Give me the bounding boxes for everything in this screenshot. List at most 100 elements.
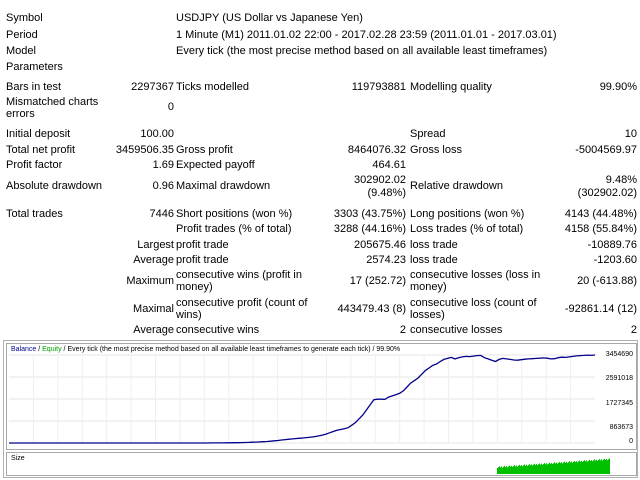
size-bar xyxy=(589,459,590,474)
model-label: Model xyxy=(6,45,36,57)
size-bar xyxy=(551,462,552,474)
size-bar xyxy=(593,460,594,474)
size-bar xyxy=(579,460,580,474)
model-value: Every tick (the most precise method base… xyxy=(176,45,548,57)
maximal-profit-value: 443479.43 (8) xyxy=(337,303,407,315)
max-cons-wins-label: consecutive wins (profit in money) xyxy=(176,269,302,293)
net-profit-label: Total net profit xyxy=(6,144,76,156)
expected-payoff-value: 464.61 xyxy=(372,159,406,171)
period-value: 1 Minute (M1) 2011.01.02 22:00 - 2017.02… xyxy=(176,29,557,41)
largest-label: Largest xyxy=(137,239,174,251)
size-label: Size xyxy=(11,455,25,462)
expected-payoff-label: Expected payoff xyxy=(176,159,255,171)
average-profit-label: profit trade xyxy=(176,254,229,266)
maximal-loss-label: consecutive loss (count of losses) xyxy=(410,297,537,321)
size-bar xyxy=(601,459,602,474)
size-bar xyxy=(546,463,547,474)
size-bar xyxy=(538,464,539,474)
y-tick-label: 2591018 xyxy=(605,375,633,382)
long-positions-label: Long positions (won %) xyxy=(410,208,525,220)
size-bar xyxy=(542,464,543,474)
chart-description: / Every tick (the most precise method ba… xyxy=(61,346,401,353)
size-bar xyxy=(605,459,606,474)
size-panel: Size xyxy=(6,452,637,476)
maximum-label: Maximum xyxy=(126,275,174,287)
size-bar xyxy=(507,467,508,474)
size-bar xyxy=(518,465,519,474)
size-bar xyxy=(588,460,589,474)
size-bar xyxy=(599,459,600,474)
size-bar xyxy=(509,465,510,474)
size-svg xyxy=(497,458,610,474)
size-bar xyxy=(596,459,597,474)
size-bar xyxy=(556,462,557,474)
abs-drawdown-value: 0.96 xyxy=(152,180,174,192)
short-positions-label: Short positions (won %) xyxy=(176,208,293,220)
size-bar xyxy=(534,463,535,474)
size-bar xyxy=(586,460,587,474)
size-bar xyxy=(572,462,573,474)
largest-loss-label: loss trade xyxy=(410,239,458,251)
size-bar xyxy=(536,464,537,474)
size-bar xyxy=(549,462,550,474)
size-bar xyxy=(533,464,534,474)
size-bar xyxy=(512,466,513,474)
gross-loss-value: -5004569.97 xyxy=(575,144,637,156)
symbol-value: USDJPY (US Dollar vs Japanese Yen) xyxy=(176,12,363,24)
quality-label: Modelling quality xyxy=(410,81,492,93)
size-bar xyxy=(503,466,504,474)
size-bar xyxy=(499,466,500,474)
size-bar xyxy=(560,463,561,474)
size-bar xyxy=(513,466,514,474)
size-bar xyxy=(537,465,538,474)
size-bar xyxy=(531,464,532,474)
quality-value: 99.90% xyxy=(599,81,637,93)
size-bar xyxy=(575,462,576,474)
max-drawdown-label: Maximal drawdown xyxy=(176,180,271,192)
size-bar xyxy=(569,461,570,474)
long-positions-value: 4143 (44.48%) xyxy=(564,208,637,220)
size-bar xyxy=(519,464,520,474)
size-bar xyxy=(577,462,578,474)
gross-loss-label: Gross loss xyxy=(410,144,462,156)
balance-equity-svg xyxy=(9,354,596,444)
size-bar xyxy=(510,466,511,474)
avg-cons-losses-label: consecutive losses xyxy=(410,324,503,336)
size-bar xyxy=(570,462,571,474)
size-bar xyxy=(591,460,592,474)
size-bar xyxy=(528,464,529,474)
size-bar xyxy=(541,463,542,474)
size-bar xyxy=(562,463,563,474)
size-bar xyxy=(504,465,505,474)
size-bar xyxy=(521,465,522,474)
bars-label: Bars in test xyxy=(6,81,62,93)
size-bar xyxy=(529,464,530,474)
size-bar xyxy=(594,459,595,474)
size-bar xyxy=(598,459,599,474)
size-bar xyxy=(502,467,503,474)
size-bar xyxy=(573,461,574,474)
size-bar xyxy=(553,463,554,474)
size-bar xyxy=(511,465,512,474)
size-bar xyxy=(604,458,605,474)
size-bar xyxy=(603,459,604,474)
avg-cons-losses-value: 2 xyxy=(630,324,637,336)
size-bar xyxy=(520,465,521,474)
size-bar xyxy=(568,462,569,474)
size-bar xyxy=(582,461,583,474)
balance-legend: Balance xyxy=(11,346,37,353)
size-bar xyxy=(500,467,501,474)
equity-legend: Equity xyxy=(42,346,62,353)
ticks-label: Ticks modelled xyxy=(176,81,249,93)
size-bar xyxy=(583,461,584,474)
gross-profit-label: Gross profit xyxy=(176,144,233,156)
size-bar xyxy=(558,462,559,474)
max-cons-wins-value: 17 (252.72) xyxy=(349,275,406,287)
size-bar xyxy=(506,466,507,474)
avg-cons-wins-label: consecutive wins xyxy=(176,324,260,336)
net-profit-value: 3459506.35 xyxy=(115,144,174,156)
strategy-tester-report: Symbol USDJPY (US Dollar vs Japanese Yen… xyxy=(6,12,637,336)
largest-profit-label: profit trade xyxy=(176,239,229,251)
abs-drawdown-label: Absolute drawdown xyxy=(6,180,103,192)
max-cons-losses-value: 20 (-613.88) xyxy=(577,275,637,287)
